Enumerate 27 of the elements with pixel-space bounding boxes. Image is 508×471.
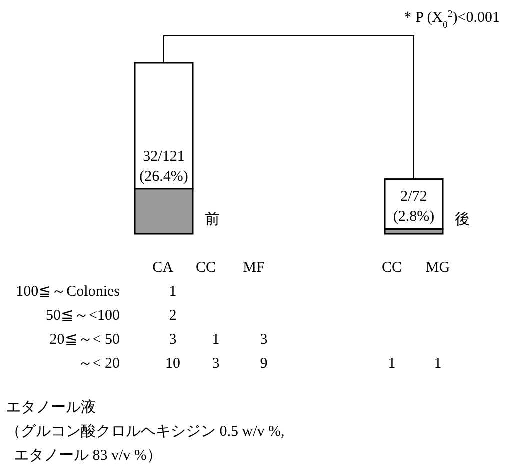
- data-label: 1: [434, 356, 442, 372]
- x-tick-label: MF: [243, 260, 265, 276]
- data-label: 10: [166, 356, 180, 372]
- data-label: 1: [388, 356, 396, 372]
- y-tick-label: 50≦～<100: [46, 308, 120, 324]
- text: エタノール液: [6, 399, 96, 416]
- annotation: 後: [455, 211, 470, 228]
- data-label: 2/72 (2.8%): [393, 189, 435, 226]
- y-tick-label: 100≦～Colonies: [16, 284, 120, 300]
- data-label: 1: [212, 332, 220, 348]
- data-label: 1: [169, 284, 177, 300]
- data-label: 3: [212, 356, 220, 372]
- data-label: 3: [260, 332, 268, 348]
- y-tick-label: ～< 20: [78, 356, 120, 372]
- data-label: 9: [260, 356, 268, 372]
- x-tick-label: CC: [382, 260, 402, 276]
- text: エタノール 83 v/v %）: [14, 448, 162, 464]
- y-tick-label: 20≦～< 50: [50, 332, 120, 348]
- annotation: 前: [205, 211, 220, 228]
- data-label: 2: [169, 308, 177, 324]
- x-tick-label: CC: [196, 260, 216, 276]
- x-tick-label: CA: [152, 260, 174, 276]
- x-tick-label: MG: [426, 260, 450, 276]
- text: （グルコン酸クロルヘキシジン 0.5 w/v %,: [6, 423, 285, 440]
- text: ＊P (X$_{0}$$^{2}$)<0.001: [400, 8, 500, 30]
- data-label: 32/121 (26.4%): [140, 148, 188, 185]
- data-label: 3: [169, 332, 177, 348]
